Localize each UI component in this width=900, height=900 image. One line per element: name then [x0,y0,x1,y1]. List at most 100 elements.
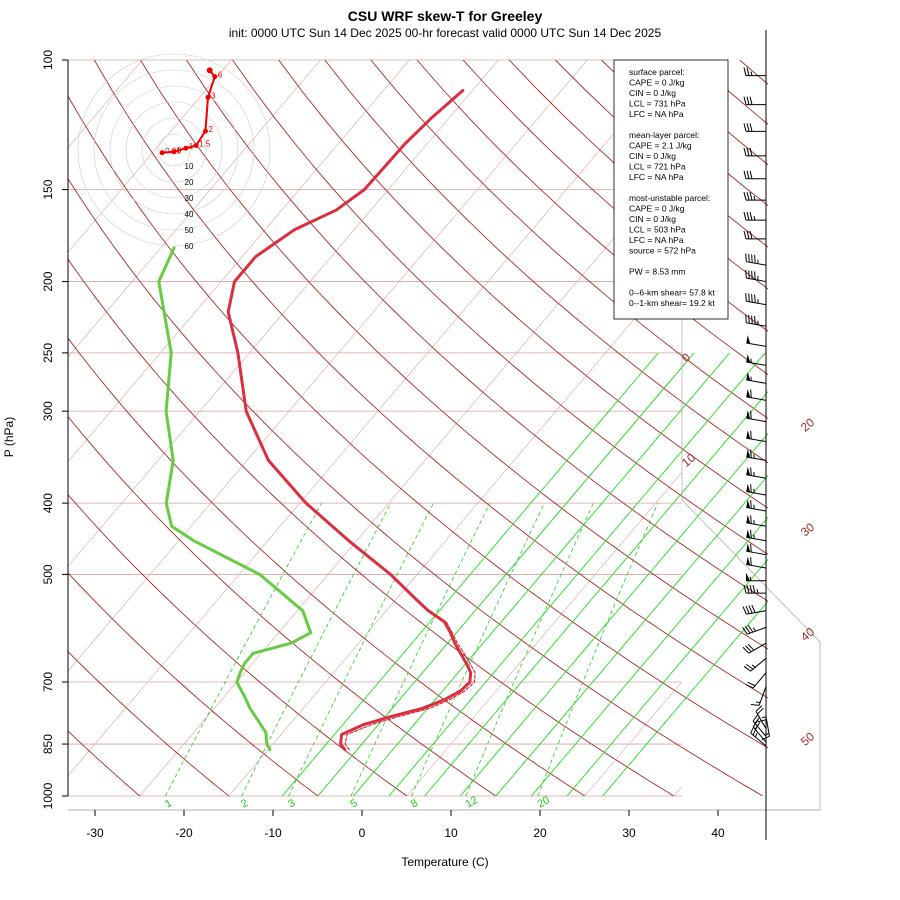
hodograph-point-1 [183,145,189,151]
wind-barb-full [745,314,747,323]
wind-barb-half [764,732,770,736]
wind-barb-full [750,529,752,539]
hodograph-point-1.5 [193,143,199,148]
wind-barb-pennant [746,556,751,566]
wind-barb-full [743,170,747,179]
wind-barb-full [748,270,750,279]
wind-barb-full [749,123,753,132]
info-line-10: LFC = NA hPa [629,172,684,182]
info-line-13: CAPE = 0 J/kg [629,204,685,214]
pressure-tick-label-1000: 1000 [41,782,55,809]
wind-barb-full [746,191,750,201]
info-line-3: LCL = 731 hPa [629,99,686,109]
wind-barb-full [748,315,750,324]
wind-barb-full [746,663,754,670]
info-line-8: CIN = 0 J/kg [629,151,676,161]
wind-barb-115 [743,96,766,106]
temperature-tick-label--30: -30 [86,826,104,840]
wind-barb-full [751,293,753,303]
moist-adiabat-28 [566,558,768,796]
wind-barb-pennant [746,410,751,419]
wind-barb-full [743,665,751,672]
info-line-12: most-unstable parcel: [629,193,710,203]
mixing-ratio-label-2: 2 [239,797,250,810]
info-line-9: LCL = 721 hPa [629,162,686,172]
wind-barb-530 [743,584,766,594]
wind-barb-full [749,191,753,201]
wind-barb-full [746,230,750,239]
hodograph-ring-label-40: 40 [185,210,194,219]
wind-barb-full [750,484,752,493]
mixing-ratio-line-20 [537,502,659,796]
dry-adiabat-100 [232,60,768,555]
pressure-tick-label-850: 850 [41,734,55,754]
wind-barb-half [753,195,756,201]
wind-barb-125 [743,123,766,132]
dry-adiabats [68,60,900,796]
wind-barb-pennant [746,430,751,439]
wind-barb-full [745,683,754,689]
wind-barb-560 [742,604,767,615]
wind-barb-full [750,543,752,553]
dry-adiabat-60 [68,95,768,749]
hodograph-ring-10 [157,133,191,167]
dewpoint-trace [157,246,313,752]
dry-adiabat-110 [278,60,768,509]
wind-barb-full [750,410,752,420]
wind-barb-shaft [746,261,767,266]
pressure-tick-label-400: 400 [41,493,55,513]
wind-barb-215 [745,292,767,306]
isotherms [68,60,682,796]
wind-barb-710 [750,686,767,706]
wind-barb-390 [746,483,767,496]
wind-barb-full [749,230,753,239]
wind-barb-470 [746,543,767,556]
wind-barb-330 [746,430,767,443]
hodograph-point-3 [205,94,211,100]
info-line-0: surface parcel: [629,67,685,77]
isotherm--60 [68,60,410,463]
wind-barb-shaft [747,626,767,635]
wind-barb-full [749,96,753,105]
wind-barb-shaft [746,322,767,327]
isotherm-label-20: 20 [798,415,817,435]
pressure-ticks: 100 150 200 250 300 400 500 700 850 1000 [41,50,68,809]
isotherm--40 [68,60,588,672]
wind-barb-half [756,588,759,594]
wind-barb-full [749,211,753,221]
temperature-tick-label--20: -20 [175,826,193,840]
wind-barb-650 [743,657,767,672]
wind-barb-pennant [746,372,751,381]
wind-barb-230 [745,314,767,327]
temperature-trace [226,89,473,752]
wind-barb-full [751,315,753,324]
wind-barb-full [751,270,753,280]
wind-barb-shaft [746,507,767,512]
mixing-ratio-line-3 [288,502,434,796]
pressure-tick-label-700: 700 [41,672,55,692]
wind-barb-full [750,449,752,458]
wind-barb-full [757,707,764,715]
info-line-21: 0--6-km shear= 57.8 kt [629,288,715,298]
hodograph-ring-60 [77,53,271,247]
wind-barb-155 [743,191,766,201]
wind-barb-pennant [746,572,750,581]
hodograph-terminus [206,67,213,74]
moist-adiabat-16 [459,432,768,796]
wind-barb-full [742,606,747,615]
moist-adiabat-12 [424,390,768,796]
wind-barb-full [754,254,756,264]
moist-adiabat-4 [353,352,730,796]
wind-barb-shaft [746,437,767,443]
info-line-1: CAPE = 0 J/kg [629,78,685,88]
pressure-tick-label-200: 200 [41,271,55,291]
wind-barb-full [747,643,755,651]
dry-adiabat-240 [878,60,900,796]
wind-barb-pennant [746,389,751,398]
wind-barb-200 [745,269,767,283]
plot-corner-edge [681,499,821,810]
wind-barb-shaft [755,711,767,729]
mixing-ratio-labels: 1 2 3 5 8 12 20 [163,794,552,811]
dry-adiabat-40 [68,258,675,796]
